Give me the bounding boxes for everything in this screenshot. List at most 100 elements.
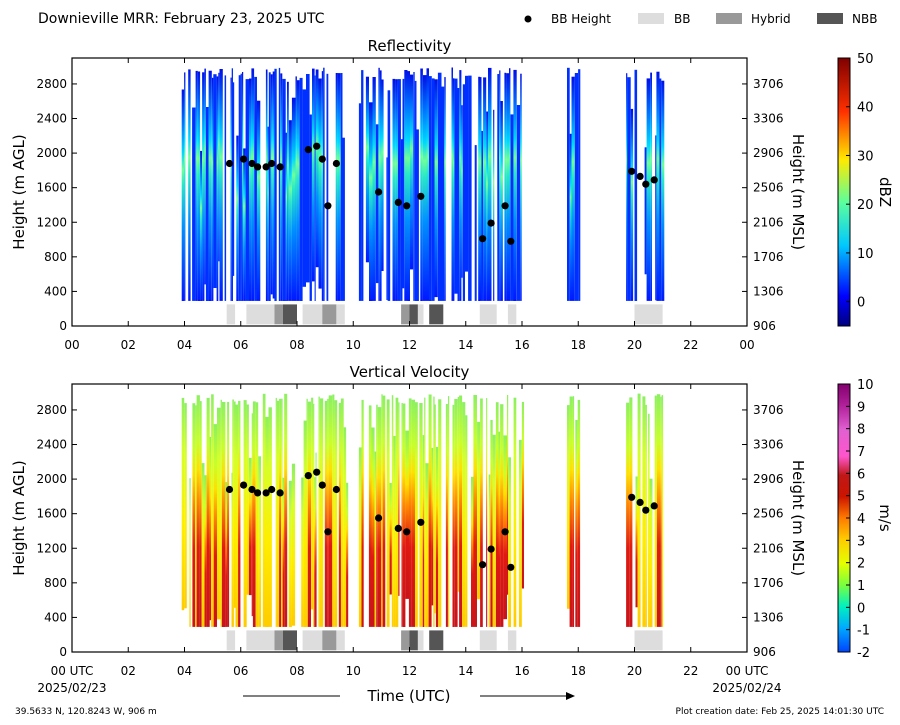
x-tick-label: 18 [571, 338, 586, 352]
velocity-echo-column [374, 451, 377, 627]
velocity-echo-column [217, 407, 221, 620]
bb-type-bar-nbb [409, 304, 418, 325]
velocity-echo-column [656, 394, 661, 627]
velocity-echo-column [238, 400, 241, 627]
velocity-bb-height-points [225, 468, 658, 571]
y-right-tick-label: 3306 [753, 112, 784, 126]
bb-height-point [318, 481, 326, 489]
velocity-echo-column [195, 405, 197, 627]
x-tick-label: 18 [571, 664, 586, 678]
reflectivity-echo-column [213, 74, 217, 288]
velocity-echo-column [519, 439, 522, 627]
x-axis-arrow-right [480, 692, 575, 700]
reflectivity-echo-column [400, 139, 403, 301]
reflectivity-echo-column [395, 79, 398, 301]
reflectivity-echo-column [504, 72, 507, 301]
velocity-echo-column [252, 401, 256, 627]
reflectivity-echo-column [444, 77, 446, 301]
reflectivity-echo-column [410, 74, 414, 270]
x-tick-label: 08 [289, 664, 304, 678]
bb-height-point [417, 192, 425, 200]
reflectivity-echo-column [270, 74, 273, 295]
figure-legend: BB Height BB Hybrid NBB [524, 12, 877, 26]
reflectivity-x-ticks: 00 02 04 06 08 10 12 14 16 18 20 22 00 [64, 58, 755, 352]
y-right-tick-label: 1306 [753, 610, 784, 624]
velocity-echo-column [508, 457, 511, 627]
velocity-echo-column [381, 394, 383, 627]
reflectivity-echo-column [361, 70, 364, 301]
reflectivity-echo-column [423, 75, 427, 301]
reflectivity-echo-column [195, 70, 198, 301]
reflectivity-echo-column [461, 105, 463, 278]
velocity-bb-type-bars [226, 630, 663, 651]
bb-height-point [313, 468, 321, 476]
reflectivity-echo-column [306, 74, 310, 283]
bb-type-bar-bb [417, 630, 424, 651]
reflectivity-echo-column [274, 68, 277, 301]
reflectivity-echo-column [254, 76, 257, 301]
bb-type-bar-nbb [282, 304, 297, 325]
y-right-tick-label: 2106 [753, 541, 784, 555]
y-tick-label: 2400 [36, 112, 67, 126]
reflectivity-echo-column [272, 71, 275, 299]
velocity-echo-column [495, 402, 499, 627]
velocity-echo-column [434, 404, 436, 614]
reflectivity-echo-column [340, 73, 343, 301]
velocity-echo-column [213, 424, 217, 627]
reflectivity-echo-column [386, 157, 388, 300]
bb-height-point [268, 485, 276, 494]
velocity-echo-column [572, 396, 575, 627]
reflectivity-echo-column [468, 75, 472, 301]
reflectivity-echo-column [256, 100, 261, 301]
x-tick-label: 12 [402, 338, 417, 352]
reflectivity-y-ticks-right: 906 1306 1706 2106 2506 2906 3306 3706 [742, 77, 784, 333]
bb-height-point [642, 180, 650, 188]
reflectivity-echo-column [646, 78, 651, 301]
colorbar-tick-label: 2 [857, 557, 865, 572]
reflectivity-echo-column [242, 72, 244, 301]
y-tick-label: 1200 [36, 215, 67, 229]
reflectivity-echo-column [342, 137, 345, 301]
velocity-echo-column [661, 395, 664, 627]
reflectivity-echo-column [661, 80, 665, 301]
bb-height-point [225, 159, 234, 168]
velocity-echo-column [246, 404, 249, 595]
x-start-date-label: 2025/02/23 [37, 681, 106, 695]
velocity-echo-column [428, 394, 432, 627]
legend-bb-swatch [638, 13, 664, 24]
y-tick-label: 1200 [36, 541, 67, 555]
reflectivity-echo-column [481, 130, 484, 301]
reflectivity-echo-column [500, 101, 503, 301]
bb-height-point [650, 502, 658, 510]
velocity-echo-column [401, 403, 403, 627]
reflectivity-echo-column [312, 68, 315, 282]
colorbar-tick-label: 30 [857, 149, 874, 164]
bb-type-bar-hybrid [401, 630, 410, 651]
bb-type-bar-bb [507, 630, 517, 651]
velocity-echo-column [318, 396, 320, 627]
reflectivity-echo-column [314, 75, 316, 301]
velocity-echo-column [490, 420, 493, 627]
reflectivity-echo-column [243, 148, 246, 301]
reflectivity-echo-column [483, 77, 487, 301]
reflectivity-echo-column [358, 103, 362, 301]
reflectivity-echo-column [462, 84, 465, 301]
reflectivity-echo-column [465, 75, 469, 272]
velocity-y-ticks: 0 400 800 1200 1600 2000 2400 2800 [36, 403, 77, 659]
colorbar-tick-label: -1 [857, 624, 870, 639]
velocity-echo-column [395, 397, 399, 627]
reflectivity-echo-column [224, 75, 227, 301]
reflectivity-echo-column [219, 69, 223, 301]
x-end-date-label: 2025/02/24 [712, 681, 781, 695]
velocity-echo-column [189, 478, 191, 627]
x-tick-label: 00 [739, 338, 754, 352]
velocity-echo-column [307, 401, 311, 627]
reflectivity-echo-column [335, 73, 338, 301]
bb-type-bar-bb [336, 304, 345, 325]
reflectivity-echo-column [510, 114, 514, 301]
y-tick-label: 2000 [36, 146, 67, 160]
velocity-echo-column [255, 402, 259, 627]
reflectivity-echo-column [318, 78, 322, 289]
legend-bb-height-marker [524, 15, 532, 23]
velocity-echo-column [227, 401, 230, 627]
